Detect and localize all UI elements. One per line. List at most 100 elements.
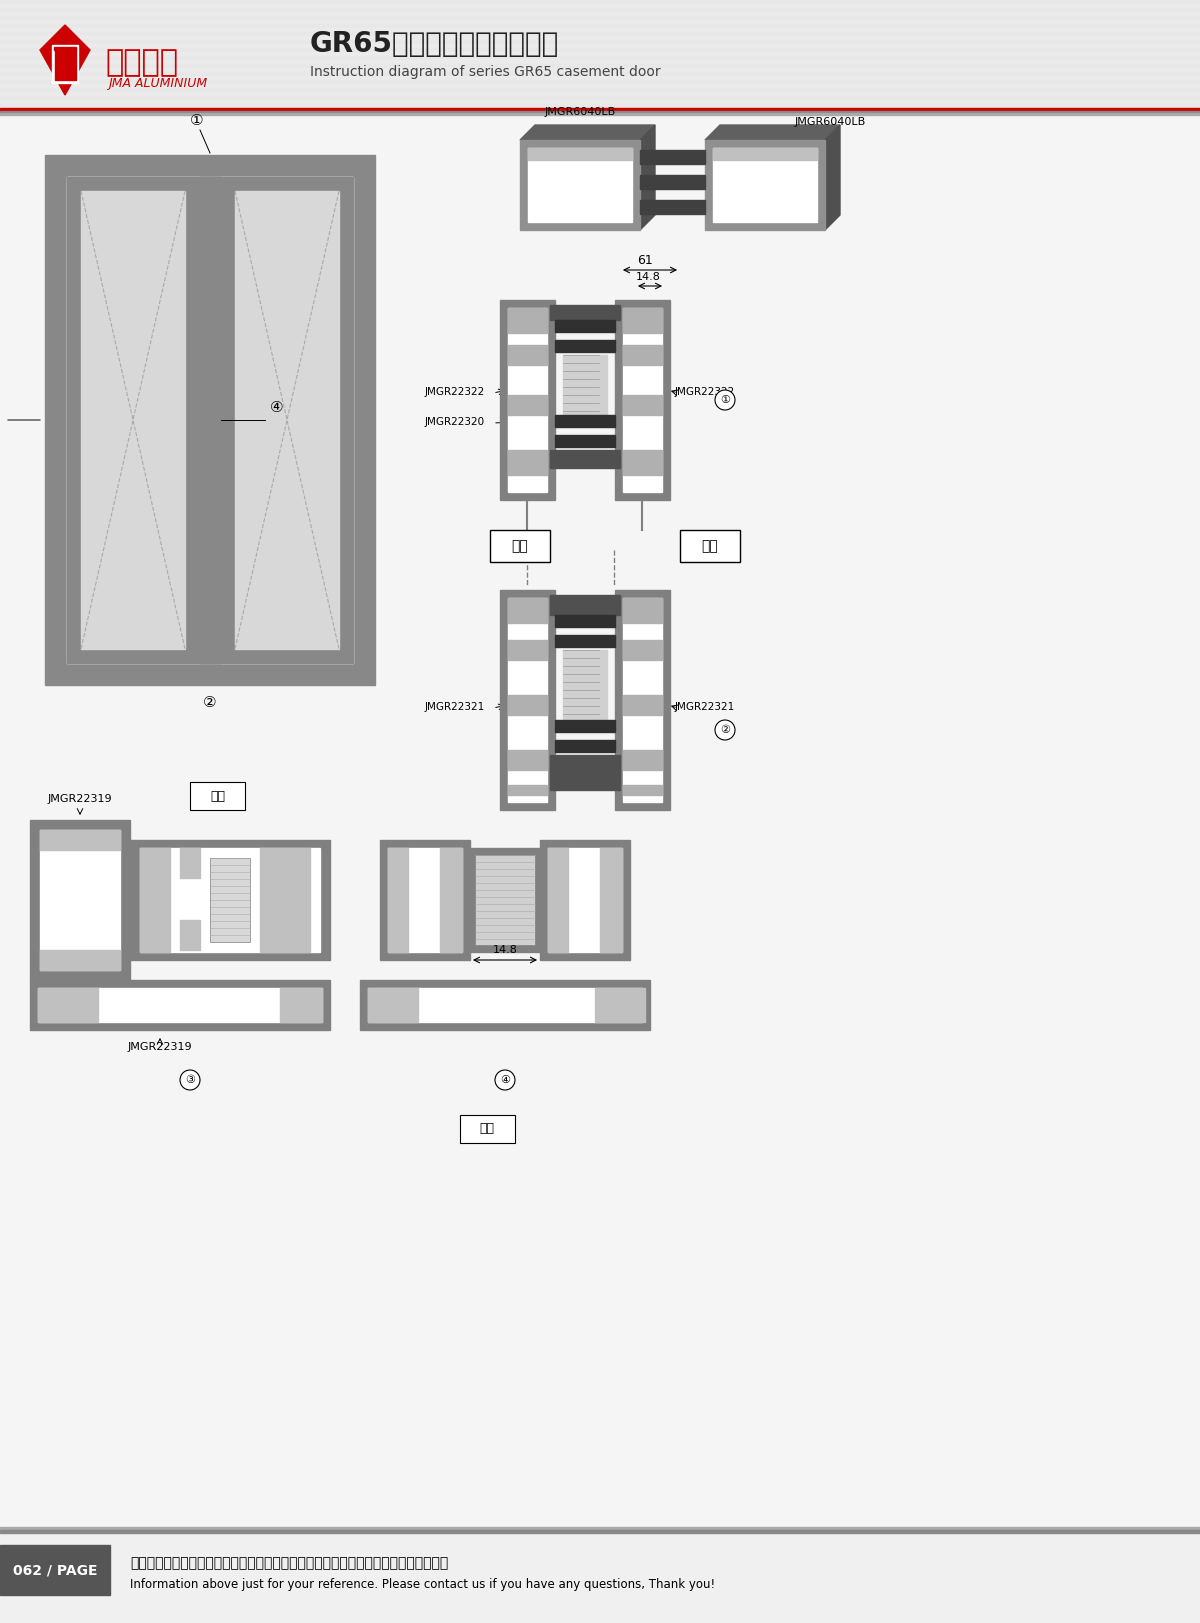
Bar [475, 855, 535, 945]
Bar [490, 531, 550, 562]
Bar [554, 320, 616, 333]
Text: GR65系列隔热地弹门结构图: GR65系列隔热地弹门结构图 [310, 29, 559, 58]
Polygon shape [826, 125, 840, 230]
Bar [508, 597, 547, 802]
Bar [67, 177, 199, 664]
Bar [38, 988, 98, 1022]
Text: ②: ② [720, 725, 730, 735]
Bar [528, 148, 632, 161]
Bar [82, 192, 185, 649]
Bar [54, 47, 76, 50]
Bar [235, 192, 340, 649]
Bar [368, 988, 642, 1022]
Bar [280, 988, 322, 1022]
Bar [540, 841, 630, 959]
Text: ①: ① [190, 114, 204, 128]
Text: 室内: 室内 [210, 789, 226, 802]
Text: 室外: 室外 [480, 1123, 494, 1136]
Bar [0, 8, 1200, 11]
Bar [640, 200, 706, 214]
Bar [0, 101, 1200, 104]
Bar [623, 394, 662, 415]
Bar [563, 355, 607, 415]
Bar [360, 980, 650, 1031]
Text: JMA ALUMINIUM: JMA ALUMINIUM [108, 76, 208, 89]
Bar [0, 88, 1200, 93]
Bar [199, 177, 221, 664]
Bar [563, 649, 607, 721]
Bar [0, 3, 1200, 8]
Text: JMGR22320: JMGR22320 [425, 417, 485, 427]
Bar [713, 148, 817, 161]
Bar [528, 148, 632, 222]
Text: Information above just for your reference. Please contact us if you have any que: Information above just for your referenc… [130, 1578, 715, 1591]
Bar [55, 49, 65, 80]
Bar [30, 980, 330, 1031]
Text: ②: ② [203, 695, 217, 709]
Circle shape [715, 390, 734, 411]
Bar [508, 639, 547, 661]
Text: JMGR6040LB: JMGR6040LB [796, 117, 866, 127]
Bar [616, 300, 670, 500]
Bar [623, 597, 662, 623]
Bar [713, 148, 817, 222]
Bar [623, 308, 662, 333]
Bar [554, 635, 616, 648]
Text: JMGR22321: JMGR22321 [425, 703, 485, 712]
Bar [40, 949, 120, 971]
Bar [0, 11, 1200, 16]
Text: 室内: 室内 [511, 539, 528, 553]
Text: ①: ① [720, 394, 730, 406]
Bar [548, 847, 622, 953]
Bar [508, 786, 547, 795]
Bar [221, 177, 353, 664]
Text: Instruction diagram of series GR65 casement door: Instruction diagram of series GR65 casem… [310, 65, 661, 80]
Text: JMGR22319: JMGR22319 [48, 794, 113, 803]
Bar [38, 988, 322, 1022]
Bar [180, 920, 200, 949]
Bar [0, 68, 1200, 71]
Bar [0, 63, 1200, 68]
Bar [67, 177, 199, 664]
Circle shape [180, 1070, 200, 1091]
Bar [0, 84, 1200, 88]
Bar [0, 104, 1200, 109]
Bar [0, 41, 1200, 44]
Bar [140, 847, 320, 953]
Bar [500, 591, 554, 810]
Bar [500, 300, 554, 500]
Bar [0, 16, 1200, 19]
Bar [623, 750, 662, 769]
Bar [46, 156, 374, 685]
Bar [0, 96, 1200, 101]
Bar [508, 394, 547, 415]
Bar [0, 49, 1200, 52]
Bar [221, 177, 353, 664]
Bar [260, 847, 310, 953]
Text: ③: ③ [185, 1074, 194, 1086]
Bar [508, 450, 547, 476]
Bar [623, 308, 662, 492]
Bar [388, 847, 408, 953]
Text: 062 / PAGE: 062 / PAGE [13, 1563, 97, 1578]
Bar [0, 76, 1200, 80]
Text: JMGR22322: JMGR22322 [674, 386, 736, 398]
Bar [508, 308, 547, 333]
Bar [380, 841, 470, 959]
Bar [550, 450, 620, 467]
Bar [623, 346, 662, 365]
Bar [0, 19, 1200, 24]
Bar [40, 829, 120, 971]
Bar [640, 175, 706, 188]
Bar [623, 639, 662, 661]
Bar [0, 44, 1200, 49]
Bar [180, 847, 200, 878]
Text: JMGR22319: JMGR22319 [127, 1042, 192, 1052]
Bar [0, 57, 1200, 60]
Bar [130, 841, 330, 959]
Bar [0, 52, 1200, 57]
Bar [66, 49, 76, 80]
Circle shape [715, 721, 734, 740]
Bar [0, 1534, 1200, 1623]
Bar [554, 740, 616, 751]
